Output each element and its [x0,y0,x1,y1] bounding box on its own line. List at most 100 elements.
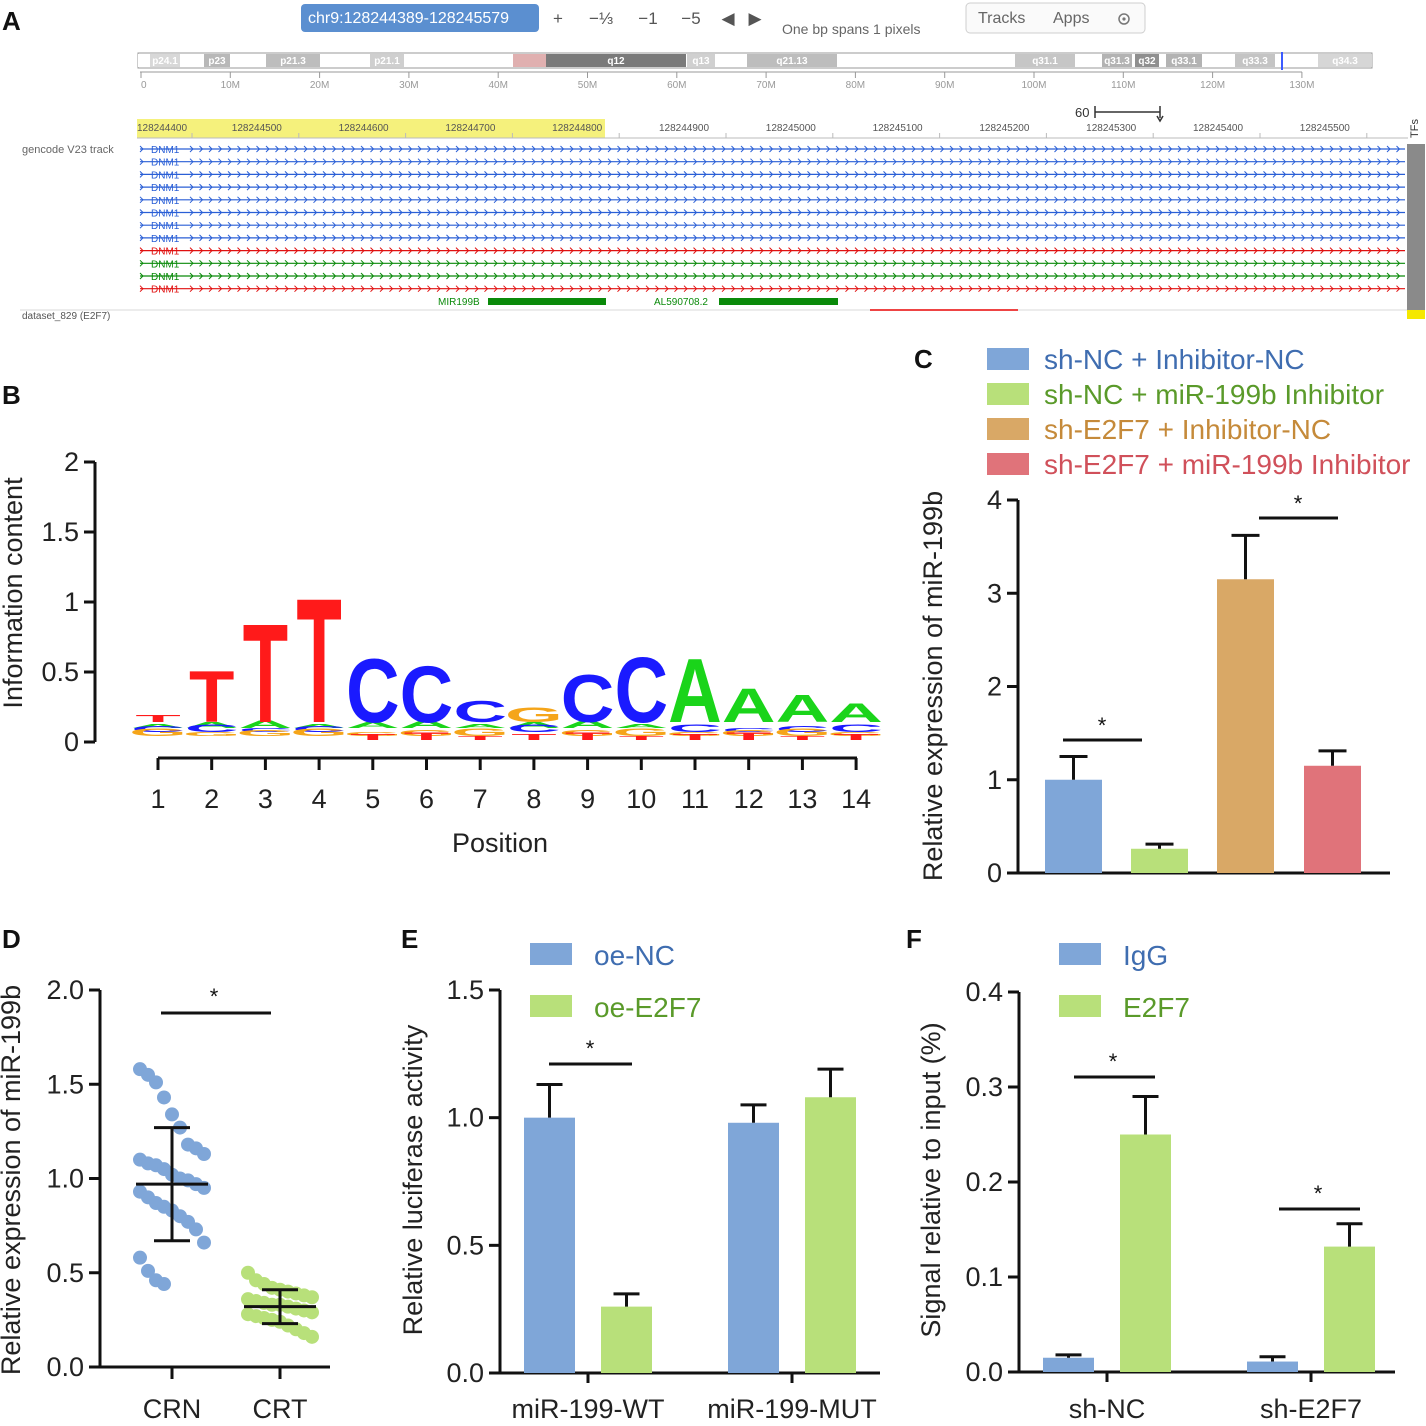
logo-letter-T: T [350,733,395,742]
gene-row[interactable]: DNM1 [139,158,1405,169]
logo-x-tick-label: 1 [150,784,165,814]
toolbar-button-5[interactable]: ▶ [748,9,762,28]
gene-row[interactable]: DNM1 [139,209,1405,220]
e-bar[interactable] [805,1097,856,1373]
gear-icon[interactable] [1118,13,1130,25]
d-point[interactable] [157,1277,171,1292]
toolbar-button-0[interactable]: + [553,9,563,28]
gene-name: DNM1 [151,145,180,156]
ideogram-band-7[interactable] [1015,54,1075,67]
gene-row[interactable]: DNM1 [139,145,1405,156]
d-point[interactable] [165,1107,179,1122]
d-point[interactable] [305,1290,319,1305]
ideogram-band-label-4: q12 [607,56,625,67]
mir199b-feature[interactable] [488,298,606,305]
logo-letter-C: C [614,638,668,742]
gene-name: DNM1 [151,170,180,181]
f-bar[interactable] [1247,1361,1298,1372]
c-bar[interactable] [1217,579,1274,873]
logo-x-tick-label: 10 [626,784,656,814]
toolbar-button-1[interactable]: −⅓ [589,9,613,28]
logo-letter-G: G [183,731,241,737]
c-bar[interactable] [1304,765,1361,873]
coord-tick-label-3: 128244700 [445,123,495,134]
gene-row[interactable]: DNM1 [139,259,1405,270]
f-bar[interactable] [1043,1357,1094,1372]
gene-row[interactable]: DNM1 [139,285,1405,296]
gene-name: DNM1 [151,247,180,258]
logo-letter-G: G [505,703,563,727]
apps-button[interactable]: Apps [1053,10,1089,27]
gene-direction-arrows [189,209,1401,216]
d-point[interactable] [189,1222,203,1237]
tracks-button[interactable]: Tracks [978,10,1025,27]
gene-direction-arrows [189,221,1401,229]
mb-tick-label-7: 70M [756,80,775,91]
ideogram-band-10[interactable] [1166,54,1202,67]
ideogram-band-3[interactable] [370,54,404,67]
e-legend-swatch [530,995,572,1017]
mb-tick-label-1: 10M [221,80,240,91]
e-bar[interactable] [728,1122,779,1373]
gene-row[interactable]: DNM1 [139,183,1405,194]
e-error-bar [817,1067,844,1098]
d-point[interactable] [305,1329,319,1344]
ideogram-band-label-6: q21.13 [776,56,808,67]
logo-letter-A: A [614,723,668,729]
d-point[interactable] [305,1305,319,1320]
gene-row[interactable]: DNM1 [139,170,1405,181]
ideogram-band-label-1: p23 [208,56,226,67]
al590708-feature[interactable] [719,298,838,305]
ideogram-band-5[interactable] [687,54,715,67]
logo-letter-A: A [668,640,722,742]
d-point[interactable] [141,1263,155,1278]
ideogram-band-6[interactable] [747,54,837,67]
c-legend-swatch [987,383,1029,405]
ideogram-band-1[interactable] [204,54,230,67]
d-point[interactable] [149,1075,163,1090]
d-y-tick-label: 1.0 [46,1164,84,1194]
highlight-region[interactable] [137,119,605,138]
toolbar-button-3[interactable]: −5 [681,9,700,28]
e-bar[interactable] [524,1117,575,1373]
d-point[interactable] [197,1235,211,1250]
d-point[interactable] [197,1146,211,1161]
c-bar[interactable] [1045,779,1102,873]
gene-name: DNM1 [151,221,180,232]
ideogram-band-9[interactable] [1135,54,1159,67]
f-y-tick-label: 0.2 [965,1167,1003,1197]
gene-row[interactable]: DNM1 [139,247,1405,258]
gene-row[interactable]: DNM1 [139,221,1405,232]
c-bar[interactable] [1131,848,1188,873]
e-bar[interactable] [601,1306,652,1373]
logo-letter-C: C [561,662,615,737]
coord-tick-label-7: 128245100 [873,123,923,134]
dataset-label: dataset_829 (E2F7) [22,311,110,322]
logo-letter-T: T [780,735,825,741]
ideogram-band-0[interactable] [150,54,180,67]
locus-box[interactable] [301,4,539,32]
ideogram-band-label-10: q33.1 [1171,56,1197,67]
ideogram-band-12[interactable] [1318,54,1372,67]
f-bar[interactable] [1324,1246,1375,1372]
c-legend-label: sh-NC + Inhibitor-NC [1044,344,1305,375]
mb-tick-label-5: 50M [578,80,597,91]
ideogram-band-2[interactable] [266,54,320,67]
d-point[interactable] [133,1250,147,1265]
ideogram-band-8[interactable] [1102,54,1132,67]
d-point[interactable] [157,1090,171,1105]
gene-row[interactable]: DNM1 [139,234,1405,245]
ideogram-band-4[interactable] [546,54,686,67]
toolbar-button-4[interactable]: ◀ [721,9,735,28]
ideogram-band-11[interactable] [1235,54,1275,67]
toolbar-button-2[interactable]: −1 [638,9,657,28]
gene-row[interactable]: DNM1 [139,272,1405,283]
f-bar[interactable] [1120,1134,1171,1373]
logo-letter-T: T [726,730,771,742]
zoom-ruler: 60 [1075,105,1164,123]
f-error-bar [1259,1355,1286,1362]
logo-x-tick-label: 12 [734,784,764,814]
gene-start-arrow [139,259,144,267]
mb-tick-label-8: 80M [846,80,865,91]
gene-row[interactable]: DNM1 [139,196,1405,207]
